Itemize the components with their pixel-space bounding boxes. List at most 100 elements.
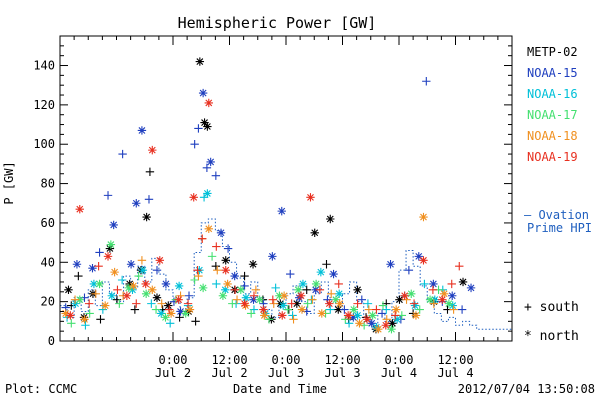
data-point-noaa-16-north [221, 285, 230, 295]
data-point-noaa-15-north [329, 269, 338, 279]
data-point-noaa-19-south [113, 285, 122, 295]
data-point-noaa-15-north [230, 271, 239, 281]
data-point-noaa-16-north [89, 279, 99, 289]
data-point-noaa-19-south [447, 279, 456, 289]
data-point-noaa-19-south [315, 285, 325, 295]
data-point-noaa-19-north [343, 311, 353, 320]
data-point-noaa-19-north [325, 299, 334, 308]
data-point-noaa-18-north [411, 311, 421, 320]
data-point-noaa-16-south [81, 321, 90, 330]
data-point-noaa-15-south [240, 281, 249, 291]
ovation-legend: — Ovation Prime HPI [524, 208, 592, 235]
data-point-noaa-17-north [311, 279, 321, 289]
data-point-noaa-17-north [161, 313, 170, 322]
legend-entry-noaa-17: NOAA-17 [527, 108, 578, 122]
data-point-noaa-15-south [404, 265, 414, 275]
data-point-noaa-18-south [91, 289, 100, 298]
data-point-noaa-19-north [381, 321, 391, 330]
data-point-metp-02-north [395, 295, 404, 304]
y-tick-label: 80 [41, 177, 55, 191]
data-point-noaa-19-north [438, 295, 447, 304]
data-point-noaa-15-south [357, 295, 367, 304]
data-point-noaa-17-south [415, 305, 424, 314]
data-point-noaa-18-north [166, 309, 176, 318]
data-point-noaa-18-south [157, 299, 166, 308]
data-point-noaa-19-north [141, 279, 150, 289]
data-point-noaa-15-north [126, 260, 136, 269]
data-point-noaa-19-south [193, 265, 202, 275]
data-point-noaa-17-north [368, 311, 377, 320]
data-point-noaa-19-north [296, 291, 306, 300]
data-point-noaa-17-north [275, 291, 284, 300]
x-tick-label-date: Jul 4 [437, 366, 473, 380]
x-tick-label-time: 12:00 [211, 353, 247, 367]
data-point-noaa-16-north [316, 267, 326, 277]
data-point-noaa-19-south [353, 299, 362, 308]
data-point-noaa-16-north [353, 311, 362, 320]
data-point-noaa-17-north [236, 285, 245, 295]
data-point-noaa-15-south [194, 124, 203, 133]
data-point-noaa-19-north [174, 295, 183, 304]
data-point-noaa-17-south [151, 305, 161, 314]
x-tick-label-time: 0:00 [385, 353, 414, 367]
y-tick-label: 20 [41, 295, 55, 309]
data-point-noaa-16-north [335, 289, 344, 298]
data-point-noaa-19-north [148, 145, 157, 155]
data-point-noaa-18-north [129, 281, 138, 291]
ovation-legend-line2: Prime HPI [527, 221, 592, 235]
legend-entry-noaa-15: NOAA-15 [527, 66, 578, 80]
data-point-metp-02-south [175, 313, 184, 322]
y-tick-label: 140 [33, 59, 55, 73]
data-point-noaa-16-north [203, 189, 212, 198]
y-tick-label: 120 [33, 98, 55, 112]
data-point-noaa-17-north [387, 324, 396, 334]
data-point-noaa-19-north [306, 193, 315, 202]
data-point-noaa-15-south [144, 195, 154, 204]
data-point-noaa-19-south [132, 299, 141, 308]
data-point-noaa-19-north [419, 256, 428, 265]
data-point-noaa-16-north [128, 285, 137, 295]
data-point-noaa-17-south [115, 299, 124, 308]
data-point-noaa-16-north [261, 309, 270, 318]
data-point-noaa-15-south [190, 140, 199, 149]
data-point-noaa-18-north [80, 315, 89, 324]
data-point-metp-02-north [248, 260, 258, 269]
data-point-noaa-17-south [190, 275, 199, 285]
data-point-metp-02-south [96, 315, 105, 324]
data-point-noaa-17-north [181, 309, 190, 318]
data-point-metp-02-south [211, 262, 221, 271]
data-point-noaa-16-south [363, 299, 373, 308]
data-point-noaa-16-south [212, 279, 221, 289]
x-tick-label-date: Jul 3 [324, 366, 360, 380]
data-point-noaa-18-north [317, 309, 326, 318]
data-point-metp-02-south [145, 167, 155, 176]
y-tick-label: 60 [41, 216, 55, 230]
data-point-noaa-16-south [147, 299, 156, 308]
data-point-noaa-18-north [419, 212, 428, 222]
ovation-legend-line1: — Ovation [524, 208, 589, 222]
data-point-noaa-17-north [75, 295, 84, 304]
data-point-noaa-15-south [223, 244, 233, 253]
x-tick-label-date: Jul 4 [381, 366, 417, 380]
x-axis-label: Date and Time [233, 382, 327, 396]
data-point-noaa-19-north [221, 265, 230, 275]
data-point-noaa-19-south [268, 295, 278, 304]
data-point-noaa-17-south [378, 301, 388, 310]
data-point-noaa-16-north [174, 281, 184, 291]
data-point-noaa-18-north [101, 301, 110, 310]
data-point-noaa-16-south [117, 275, 127, 285]
data-point-noaa-17-south [264, 315, 274, 324]
data-point-metp-02-north [200, 118, 209, 127]
data-point-metp-02-south [302, 285, 311, 295]
data-point-noaa-15-north [132, 199, 141, 208]
data-point-noaa-18-south [251, 285, 261, 295]
x-tick-label-date: Jul 3 [268, 366, 304, 380]
data-point-metp-02-north [203, 122, 212, 131]
data-point-metp-02-north [221, 256, 230, 265]
data-point-noaa-18-south [449, 305, 458, 314]
data-point-noaa-15-north [429, 279, 438, 289]
data-point-noaa-15-south [457, 305, 467, 314]
